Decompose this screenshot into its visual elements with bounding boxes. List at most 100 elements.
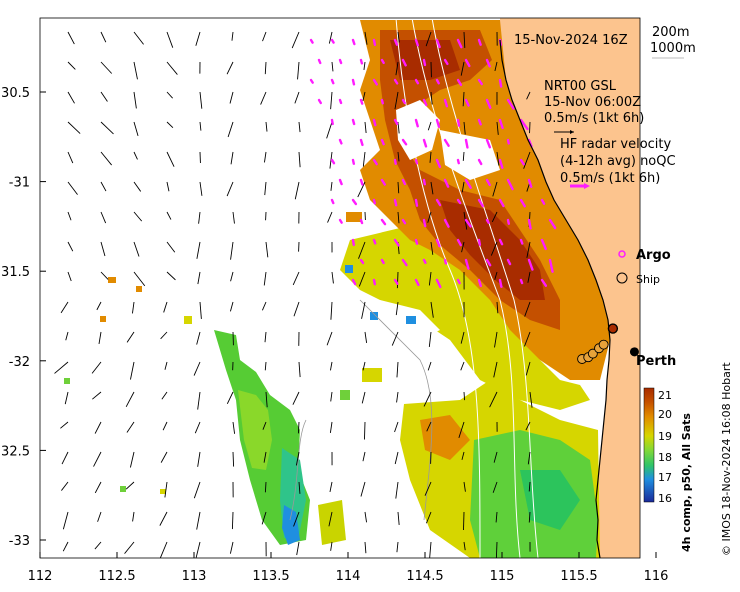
velocity-arrow — [328, 511, 333, 527]
gsl-scale-arrowhead-icon — [570, 130, 574, 134]
velocity-arrow — [427, 361, 432, 371]
hf-radar-arrow — [359, 258, 365, 265]
velocity-arrow — [232, 421, 236, 434]
velocity-arrow — [491, 211, 498, 223]
sst-scattered-pixels — [64, 212, 416, 494]
velocity-arrow — [195, 541, 201, 558]
velocity-arrow — [327, 211, 333, 223]
velocity-arrow — [461, 241, 465, 253]
velocity-arrow — [100, 31, 107, 43]
hf-radar-arrow — [309, 78, 314, 84]
velocity-arrow — [132, 301, 135, 314]
velocity-arrow — [298, 121, 301, 133]
hf-radar-arrow — [372, 238, 377, 245]
velocity-arrow — [67, 211, 72, 221]
x-tick-label: 115 — [490, 569, 515, 584]
velocity-arrow — [460, 331, 465, 344]
velocity-arrow — [129, 451, 135, 468]
velocity-arrow — [64, 391, 69, 405]
velocity-arrow — [293, 511, 300, 527]
velocity-arrow — [262, 31, 267, 42]
hf-radar-arrow — [401, 258, 408, 267]
velocity-arrow — [425, 511, 432, 524]
x-tick-label: 114.5 — [406, 569, 443, 584]
hf-radar-arrow — [414, 158, 419, 165]
hf-radar-arrow — [330, 158, 336, 165]
velocity-arrow — [54, 361, 69, 374]
hf-radar-arrow — [540, 278, 548, 287]
hf-radar-arrow — [464, 178, 472, 189]
velocity-arrow — [326, 121, 333, 139]
velocity-arrow — [529, 391, 533, 408]
velocity-arrow — [232, 211, 235, 224]
velocity-arrow — [199, 91, 203, 109]
velocity-arrow — [428, 271, 432, 286]
hf-radar-arrow — [393, 38, 399, 46]
velocity-arrow — [230, 241, 234, 260]
velocity-arrow — [164, 361, 168, 370]
velocity-arrow — [232, 451, 235, 467]
velocity-arrow — [61, 451, 69, 465]
hf-radar-arrow — [351, 198, 358, 206]
hf-radar-arrow — [485, 178, 491, 187]
velocity-arrow — [362, 151, 366, 167]
velocity-arrow — [330, 301, 333, 320]
velocity-arrow — [331, 61, 334, 72]
velocity-arrow — [197, 391, 201, 410]
hf-radar-arrow — [359, 138, 364, 147]
velocity-arrow — [292, 391, 300, 405]
velocity-arrow — [125, 391, 135, 407]
hf-radar-arrow — [317, 58, 322, 65]
velocity-arrow — [92, 391, 102, 400]
velocity-arrow — [298, 481, 301, 494]
hf-radar-arrow — [401, 98, 406, 105]
velocity-arrow — [100, 91, 108, 102]
velocity-arrow — [395, 481, 399, 499]
velocity-arrow — [364, 541, 367, 554]
velocity-arrow — [430, 241, 434, 255]
velocity-arrow — [265, 391, 268, 408]
hf-radar-arrow — [401, 138, 408, 146]
colorbar-tick: 17 — [658, 471, 672, 484]
hf-radar-arrow — [443, 218, 450, 228]
velocity-arrow — [463, 481, 466, 492]
velocity-arrow — [133, 241, 140, 257]
velocity-arrow — [133, 271, 146, 287]
velocity-arrow — [492, 181, 498, 197]
hf-radar-arrow — [477, 38, 482, 46]
velocity-arrow — [298, 151, 301, 168]
x-tick-label: 112.5 — [98, 569, 135, 584]
hf-radar-arrow — [330, 78, 335, 85]
velocity-arrow — [260, 91, 267, 105]
velocity-arrow — [364, 511, 367, 523]
velocity-arrow — [67, 151, 74, 164]
hf-radar-arrow — [330, 118, 334, 126]
hf-radar-arrow — [338, 218, 343, 224]
velocity-arrow — [297, 421, 300, 434]
gsl-label: NRT00 GSL — [544, 79, 617, 94]
hf-radar-arrow — [485, 98, 492, 109]
hf-radar-arrow — [435, 198, 442, 207]
hf-radar-arrow — [443, 178, 450, 188]
hf-radar-arrow — [498, 198, 505, 208]
velocity-arrow — [526, 91, 531, 100]
velocity-arrow — [199, 301, 202, 319]
velocity-arrow — [230, 151, 234, 165]
velocity-arrow — [194, 421, 201, 434]
velocity-arrow — [364, 421, 366, 440]
x-tick-label: 113.5 — [252, 569, 289, 584]
hf-radar-arrow — [456, 198, 462, 205]
velocity-arrow — [166, 241, 176, 253]
hf-radar-arrow — [443, 258, 448, 265]
hf-radar-arrow — [380, 138, 385, 146]
velocity-arrow — [67, 181, 78, 195]
velocity-arrow — [463, 121, 466, 135]
velocity-arrow — [397, 511, 400, 525]
hf-radar-arrow — [527, 178, 533, 188]
y-tick-label: -33 — [9, 534, 30, 549]
hf-radar-arrow — [372, 38, 377, 46]
velocity-arrow — [490, 241, 498, 256]
velocity-arrow — [159, 541, 168, 558]
velocity-arrow — [463, 391, 466, 401]
velocity-arrow — [430, 181, 434, 195]
